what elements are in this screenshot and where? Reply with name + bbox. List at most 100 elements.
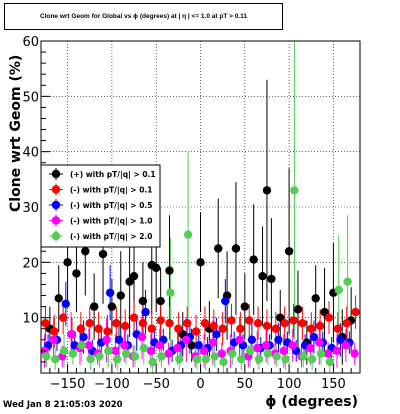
data-point bbox=[192, 354, 202, 364]
legend-marker bbox=[51, 231, 61, 241]
data-point bbox=[315, 321, 325, 331]
data-point bbox=[311, 294, 320, 303]
data-point bbox=[165, 319, 174, 328]
legend-label: (-) with pT/|q| > 0.1 bbox=[70, 186, 152, 196]
data-point bbox=[157, 352, 166, 361]
data-point bbox=[72, 269, 81, 278]
data-point bbox=[258, 271, 267, 281]
points-layer bbox=[40, 186, 360, 367]
data-point bbox=[175, 354, 184, 364]
data-point bbox=[271, 324, 281, 333]
data-point bbox=[199, 346, 209, 356]
data-point bbox=[187, 341, 196, 350]
data-point bbox=[315, 338, 324, 347]
x-tick-label: −150 bbox=[50, 377, 86, 392]
data-point bbox=[95, 352, 104, 361]
x-axis-label: ϕ (degrees) bbox=[265, 394, 358, 410]
data-point bbox=[231, 244, 241, 253]
data-point bbox=[98, 249, 108, 259]
data-point bbox=[182, 335, 191, 344]
data-point bbox=[299, 352, 308, 361]
data-point bbox=[236, 324, 245, 333]
legend-marker bbox=[51, 200, 61, 210]
data-point bbox=[298, 319, 307, 328]
data-point bbox=[141, 307, 150, 317]
data-point bbox=[249, 255, 258, 264]
data-point bbox=[121, 349, 131, 358]
data-point bbox=[102, 335, 111, 344]
legend-label: (-) with pT/|q| > 2.0 bbox=[70, 232, 152, 242]
data-point bbox=[307, 354, 317, 364]
data-point bbox=[103, 327, 112, 336]
y-tick-label: 30 bbox=[22, 201, 39, 216]
data-point bbox=[351, 307, 360, 317]
y-tick-label: 20 bbox=[22, 256, 39, 271]
data-point bbox=[116, 291, 125, 300]
legend: (+) with pT/|q| > 0.1 (-) with pT/|q| > 0… bbox=[40, 164, 161, 248]
data-point bbox=[156, 296, 165, 306]
data-point bbox=[235, 335, 244, 344]
data-point bbox=[334, 285, 343, 295]
data-point bbox=[219, 357, 228, 367]
data-point bbox=[81, 247, 90, 256]
data-point bbox=[50, 354, 60, 364]
data-point bbox=[333, 324, 343, 333]
data-point bbox=[323, 349, 333, 358]
data-point bbox=[336, 335, 345, 344]
data-point bbox=[342, 319, 351, 328]
x-tick-label: 0 bbox=[196, 377, 204, 392]
data-point bbox=[228, 349, 237, 358]
legend-marker bbox=[51, 216, 61, 225]
data-point bbox=[218, 324, 227, 333]
data-point bbox=[191, 327, 201, 336]
data-point bbox=[156, 316, 165, 325]
data-point bbox=[245, 346, 255, 356]
data-point bbox=[214, 244, 223, 253]
data-point bbox=[210, 352, 219, 361]
data-point bbox=[114, 335, 124, 344]
data-point bbox=[350, 349, 359, 358]
data-point bbox=[148, 357, 157, 367]
x-tick-label: 150 bbox=[321, 377, 346, 392]
data-point bbox=[217, 349, 226, 358]
y-tick-label: 50 bbox=[22, 90, 39, 105]
data-point bbox=[68, 349, 78, 358]
data-point bbox=[105, 288, 115, 297]
data-point bbox=[151, 263, 161, 273]
chart-title: Clone wrt Geom for Global vs ϕ (degrees)… bbox=[4, 3, 283, 30]
data-point bbox=[61, 299, 71, 309]
data-point bbox=[289, 316, 298, 325]
data-point bbox=[164, 349, 173, 358]
timestamp: Wed Jan 8 21:05:03 2020 bbox=[3, 400, 123, 410]
y-tick-label: 60 bbox=[22, 35, 39, 50]
data-point bbox=[89, 302, 99, 311]
data-point bbox=[50, 327, 59, 336]
data-point bbox=[166, 288, 175, 297]
data-point bbox=[138, 296, 148, 306]
data-point bbox=[267, 274, 276, 284]
y-tick-label: 10 bbox=[22, 312, 39, 327]
data-point bbox=[129, 313, 139, 322]
data-point bbox=[183, 230, 193, 239]
data-point bbox=[139, 343, 148, 353]
data-point bbox=[290, 186, 299, 195]
data-point bbox=[49, 335, 58, 344]
data-point bbox=[196, 258, 205, 267]
data-point bbox=[130, 352, 140, 361]
y-tick-label: 40 bbox=[22, 146, 39, 161]
data-point bbox=[281, 354, 290, 364]
data-point bbox=[245, 316, 254, 325]
data-point bbox=[200, 319, 210, 328]
x-tick-label: −100 bbox=[94, 377, 130, 392]
data-point bbox=[279, 346, 288, 356]
data-point bbox=[208, 338, 218, 347]
data-point bbox=[85, 319, 94, 328]
data-point bbox=[84, 341, 94, 350]
data-point bbox=[104, 346, 113, 356]
data-point bbox=[66, 330, 76, 339]
legend-label: (-) with pT/|q| > 0.5 bbox=[70, 201, 152, 211]
data-point bbox=[254, 354, 264, 364]
data-point bbox=[212, 330, 221, 339]
data-point bbox=[120, 321, 130, 331]
